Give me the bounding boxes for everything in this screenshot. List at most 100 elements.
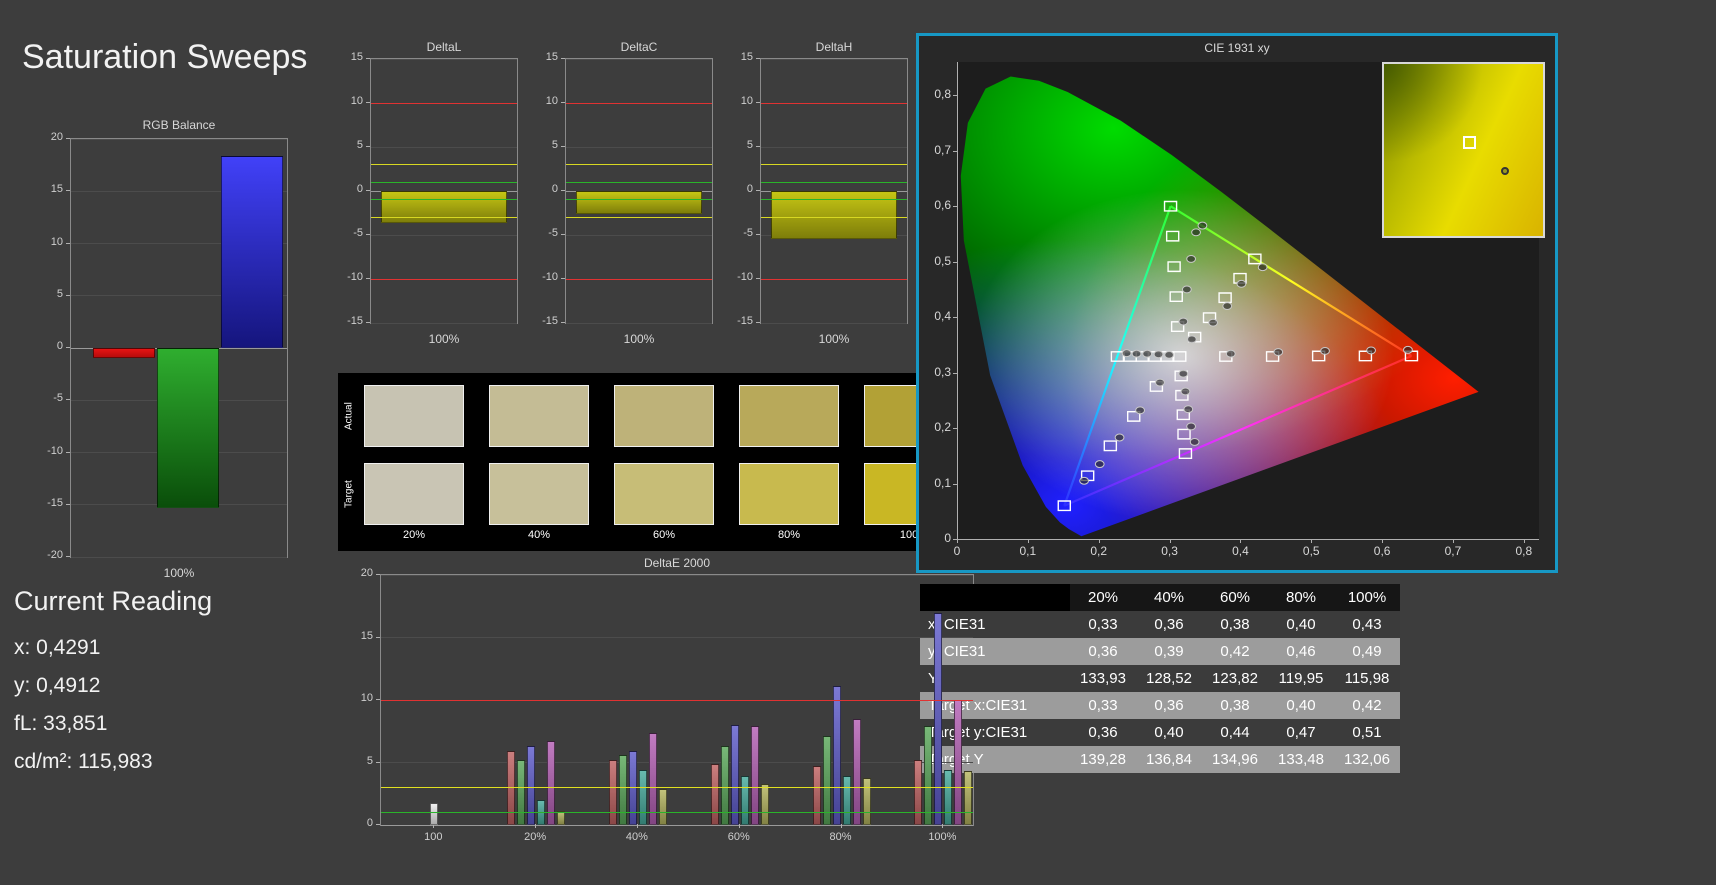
- x-axis-tick-label: 20%: [524, 831, 547, 843]
- gridline: [371, 234, 517, 236]
- rgb-balance-title: RGB Balance: [142, 118, 216, 132]
- cie-target-green: [1172, 322, 1184, 331]
- deltae-bar-cyan: [638, 770, 647, 825]
- swatch-actual-60%: [614, 385, 714, 447]
- x-axis-tick-label: 0,3: [1161, 544, 1178, 558]
- table-cell: 139,28: [1080, 751, 1126, 768]
- deltae-bar-magenta: [750, 726, 759, 825]
- y-axis-tick-label: 20: [50, 131, 63, 143]
- reference-line: [381, 812, 973, 813]
- swatch-column-label: 80%: [777, 529, 801, 541]
- table-cell: 0,33: [1088, 697, 1118, 714]
- gridline: [71, 243, 287, 244]
- table-cell: 134,96: [1212, 751, 1258, 768]
- swatch-actual-20%: [364, 385, 464, 447]
- rgb-balance-bar-green: [157, 348, 219, 508]
- y-axis-tick-label: 5: [366, 754, 373, 767]
- reference-line: [371, 278, 517, 280]
- cie-measurement-cyan: [1165, 351, 1174, 358]
- cie-target-green: [1165, 201, 1177, 210]
- y-axis-tick-label: 5: [56, 287, 63, 300]
- deltae-bar-blue: [934, 612, 943, 825]
- y-axis-tick-mark: [66, 242, 70, 244]
- y-axis-tick-mark: [66, 556, 70, 557]
- y-axis-tick-mark: [953, 483, 957, 485]
- delta-l-chart[interactable]: DeltaL 100% 15 10 5 0 -5 -10 -15: [336, 40, 526, 362]
- cie-measurement-blue: [1080, 477, 1089, 484]
- cie-target-blue: [1058, 501, 1070, 510]
- x-axis-tick-label: 0: [953, 544, 961, 558]
- cie-measurement-red: [1226, 350, 1235, 357]
- table-cell: 0,43: [1352, 616, 1382, 633]
- table-row-label: Y: [928, 670, 939, 687]
- y-axis-tick-mark: [953, 428, 957, 430]
- cie-1931-diagram-panel[interactable]: CIE 1931 xy: [916, 33, 1558, 573]
- y-axis-tick-mark: [756, 190, 760, 191]
- rgb-balance-x-label: 100%: [163, 566, 195, 580]
- table-cell: 128,52: [1146, 670, 1192, 687]
- deltae-bar-red: [507, 751, 516, 825]
- table-cell: 0,46: [1286, 643, 1316, 660]
- cie-target-red: [1313, 351, 1325, 360]
- x-axis-tick-label: 0,4: [1232, 544, 1249, 558]
- y-axis-tick-label: -5: [743, 227, 753, 239]
- y-axis-tick-label: 5: [356, 139, 363, 151]
- delta-h-chart[interactable]: DeltaH 100% 15 10 5 0 -5 -10 -15: [726, 40, 916, 362]
- cie-measurement-red: [1274, 349, 1283, 356]
- y-axis-tick-mark: [366, 322, 370, 323]
- swatch-comparison-panel[interactable]: Actual Target 20% 40% 60% 80% 100%: [338, 373, 990, 551]
- swatch-actual-80%: [739, 385, 839, 447]
- cie-target-red: [1267, 352, 1279, 361]
- swatch-actual-40%: [489, 385, 589, 447]
- reference-line: [761, 199, 907, 201]
- table-cell: 133,48: [1278, 751, 1324, 768]
- y-axis-tick-label: -10: [737, 271, 753, 283]
- table-cell: 133,93: [1080, 670, 1126, 687]
- rgb-balance-chart[interactable]: RGB Balance 100% 20 15 10 5 0 -5 -10 -15 -20: [36, 118, 316, 596]
- delta-c-chart[interactable]: DeltaC 100% 15 10 5 0 -5 -10 -15: [531, 40, 721, 362]
- y-axis-tick-label: 0: [551, 183, 558, 195]
- y-axis-tick-label: 0,7: [934, 142, 951, 157]
- y-axis-tick-mark: [756, 322, 760, 323]
- y-axis-tick-label: 0: [366, 817, 373, 829]
- delta-e-title: DeltaE 2000: [643, 556, 711, 570]
- y-axis-tick-label: 0,6: [934, 198, 951, 213]
- table-header-cell: 60%: [1219, 589, 1251, 606]
- cie-measurement-magenta: [1187, 423, 1196, 430]
- current-reading-heading: Current Reading: [14, 586, 213, 616]
- cie-target-cyan: [1111, 352, 1123, 361]
- swatch-target-80%: [739, 463, 839, 525]
- table-cell: 0,51: [1352, 724, 1382, 741]
- cie-measurement-red: [1404, 346, 1413, 353]
- table-cell: 115,98: [1344, 670, 1390, 687]
- x-axis-tick-mark: [1382, 539, 1384, 543]
- table-cell: 123,82: [1212, 670, 1258, 687]
- cie-measurement-blue: [1115, 434, 1124, 441]
- cie-measurement-yellow: [1209, 319, 1218, 326]
- y-axis-tick-mark: [953, 539, 957, 540]
- current-reading-y: y: 0,4912: [14, 674, 101, 697]
- cie-measurement-magenta: [1181, 388, 1190, 395]
- y-axis-tick-mark: [561, 234, 565, 235]
- y-axis-tick-label: 0: [746, 183, 753, 195]
- delta-e-2000-chart[interactable]: DeltaE 2000 20 15 10 5 0 100 20% 40% 60% 80% 100%: [338, 556, 990, 862]
- y-axis-tick-label: -20: [47, 549, 63, 561]
- table-row-label: x: CIE31: [928, 616, 986, 633]
- reference-line: [371, 181, 517, 183]
- y-axis-tick-label: 5: [746, 139, 753, 151]
- y-axis-tick-mark: [953, 261, 957, 263]
- x-axis-tick-label: 0,2: [1090, 544, 1108, 558]
- y-axis-tick-mark: [756, 278, 760, 279]
- y-axis-tick-mark: [66, 294, 70, 296]
- y-axis-tick-label: -15: [737, 315, 753, 327]
- x-axis-tick-mark: [1169, 539, 1171, 543]
- table-cell: 0,44: [1220, 724, 1250, 741]
- table-header-cell: [920, 584, 1070, 611]
- table-cell: 132,06: [1344, 751, 1390, 768]
- cie-measurement-cyan: [1132, 350, 1141, 357]
- gridline: [381, 824, 973, 826]
- deltae-bar-magenta: [648, 732, 657, 825]
- y-axis-tick-label: 15: [740, 51, 753, 63]
- y-axis-tick-mark: [756, 58, 760, 59]
- cie-measurement-blue: [1156, 379, 1165, 386]
